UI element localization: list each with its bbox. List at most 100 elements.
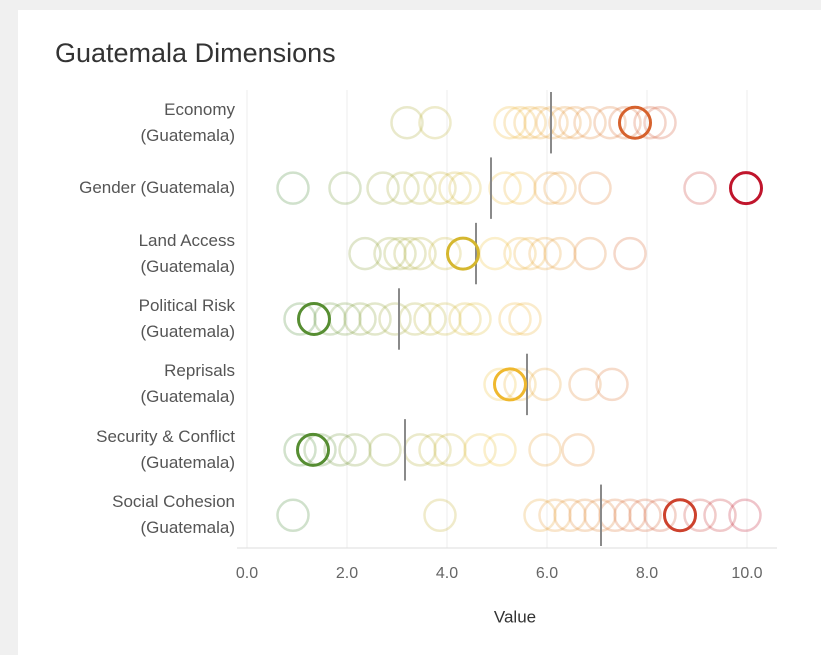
- dot: [418, 105, 452, 140]
- dot: [523, 498, 557, 533]
- dot: [633, 105, 667, 140]
- dot: [523, 105, 557, 140]
- dot: [561, 433, 595, 467]
- dot: [503, 171, 537, 205]
- highlight-dot: [296, 432, 330, 467]
- dot: [428, 302, 462, 336]
- dot: [328, 171, 362, 205]
- dot: [548, 105, 582, 140]
- dot: [283, 433, 317, 467]
- dot: [343, 302, 377, 336]
- dot: [483, 367, 517, 402]
- dot: [276, 498, 310, 533]
- highlight-dot: [297, 302, 331, 336]
- row-label: Security & Conflict (Guatemala): [96, 426, 235, 472]
- x-tick-label: 10.0: [731, 565, 762, 582]
- highlight-dot: [618, 105, 652, 140]
- dot: [358, 302, 392, 336]
- dot: [438, 171, 472, 205]
- row-label: Land Access (Guatemala): [138, 230, 235, 276]
- dot: [553, 498, 587, 533]
- dot: [533, 171, 567, 205]
- dot: [573, 105, 607, 140]
- x-tick-label: 8.0: [636, 565, 658, 582]
- dot: [613, 236, 647, 271]
- x-tick-label: 6.0: [536, 565, 558, 582]
- dot: [528, 367, 562, 402]
- dot: [283, 302, 317, 336]
- dot: [378, 302, 412, 336]
- dot: [448, 302, 482, 336]
- dot: [503, 105, 537, 140]
- highlight-dot: [493, 367, 527, 402]
- dot: [393, 236, 427, 271]
- dot: [403, 236, 437, 271]
- dot: [423, 171, 457, 205]
- dot: [498, 302, 532, 336]
- dot: [366, 171, 400, 205]
- row-label: Economy (Guatemala): [140, 99, 235, 145]
- dot: [508, 302, 542, 336]
- dot: [578, 171, 612, 205]
- dot: [573, 236, 607, 271]
- dot: [683, 498, 717, 533]
- dot: [683, 171, 717, 205]
- dot: [543, 236, 577, 271]
- dot: [433, 433, 467, 467]
- dot: [313, 302, 347, 336]
- dot: [568, 367, 602, 402]
- x-tick-label: 2.0: [336, 565, 358, 582]
- dot: [276, 171, 310, 205]
- dot: [448, 171, 482, 205]
- dot: [373, 236, 407, 271]
- dot: [323, 433, 357, 467]
- dot: [423, 498, 457, 533]
- dot: [483, 433, 517, 467]
- dot: [643, 105, 677, 140]
- dot: [538, 498, 572, 533]
- dot: [383, 236, 417, 271]
- row-label: Reprisals (Guatemala): [140, 361, 235, 407]
- dot: [418, 433, 452, 467]
- row-label: Gender (Guatemala): [79, 178, 235, 198]
- x-axis-label: Value: [494, 607, 536, 626]
- dot: [613, 498, 647, 533]
- x-tick-label: 0.0: [236, 565, 258, 582]
- dot: [595, 367, 629, 402]
- dot: [558, 105, 592, 140]
- chart-title: Guatemala Dimensions: [55, 38, 336, 68]
- dot: [488, 171, 522, 205]
- dot: [513, 105, 547, 140]
- dot: [368, 433, 402, 467]
- row-label: Social Cohesion (Guatemala): [112, 492, 235, 538]
- dot: [628, 498, 662, 533]
- dot: [728, 498, 762, 533]
- highlight-dot: [663, 498, 697, 533]
- row-label: Political Risk (Guatemala): [138, 296, 235, 341]
- dot: [413, 302, 447, 336]
- dot: [513, 236, 547, 271]
- dot: [643, 498, 677, 533]
- dot: [463, 433, 497, 467]
- dot: [528, 236, 562, 271]
- dot: [608, 105, 642, 140]
- dot: [428, 236, 462, 271]
- dot: [528, 433, 562, 467]
- dot: [303, 433, 337, 467]
- dot: [390, 105, 424, 140]
- dot: [386, 171, 420, 205]
- dot: [478, 236, 512, 271]
- dot: [543, 171, 577, 205]
- dot: [458, 302, 492, 336]
- dot: [338, 433, 372, 467]
- dot: [598, 498, 632, 533]
- highlight-dot: [446, 236, 480, 271]
- dot: [403, 171, 437, 205]
- dot: [503, 367, 537, 402]
- highlight-dot: [729, 171, 763, 206]
- dot: [503, 236, 537, 271]
- dot: [348, 236, 382, 271]
- x-tick-label: 4.0: [436, 565, 458, 582]
